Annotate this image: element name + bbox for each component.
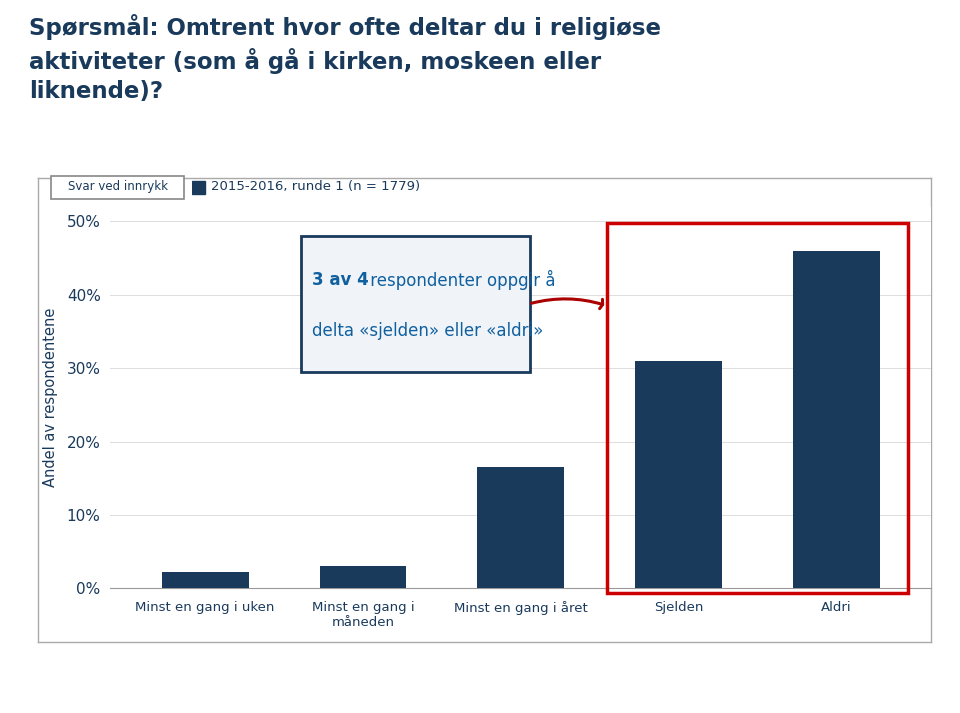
Text: Spørsmål: Omtrent hvor ofte deltar du i religiøse
aktiviteter (som å gå i kirken: Spørsmål: Omtrent hvor ofte deltar du i … — [29, 14, 660, 103]
Y-axis label: Andel av respondentene: Andel av respondentene — [43, 308, 59, 487]
Bar — [320, 566, 406, 588]
Bar — [161, 572, 249, 588]
Bar — [192, 181, 205, 195]
Bar — [793, 251, 880, 588]
FancyBboxPatch shape — [301, 236, 530, 371]
Bar — [607, 223, 908, 593]
Text: Forsvarets: Forsvarets — [69, 665, 131, 678]
Bar — [636, 361, 722, 588]
FancyBboxPatch shape — [51, 176, 184, 199]
Text: delta «sjelden» eller «aldri»: delta «sjelden» eller «aldri» — [312, 322, 543, 339]
Text: Svar ved innrykk: Svar ved innrykk — [67, 180, 168, 193]
Text: respondenter oppgir å: respondenter oppgir å — [366, 270, 556, 289]
Text: forskningsinstitutt: forskningsinstitutt — [69, 687, 178, 700]
Bar — [477, 467, 564, 588]
Text: 3 av 4: 3 av 4 — [312, 271, 370, 289]
Text: FFI: FFI — [21, 670, 64, 694]
Text: 2015-2016, runde 1 (n = 1779): 2015-2016, runde 1 (n = 1779) — [211, 180, 420, 193]
